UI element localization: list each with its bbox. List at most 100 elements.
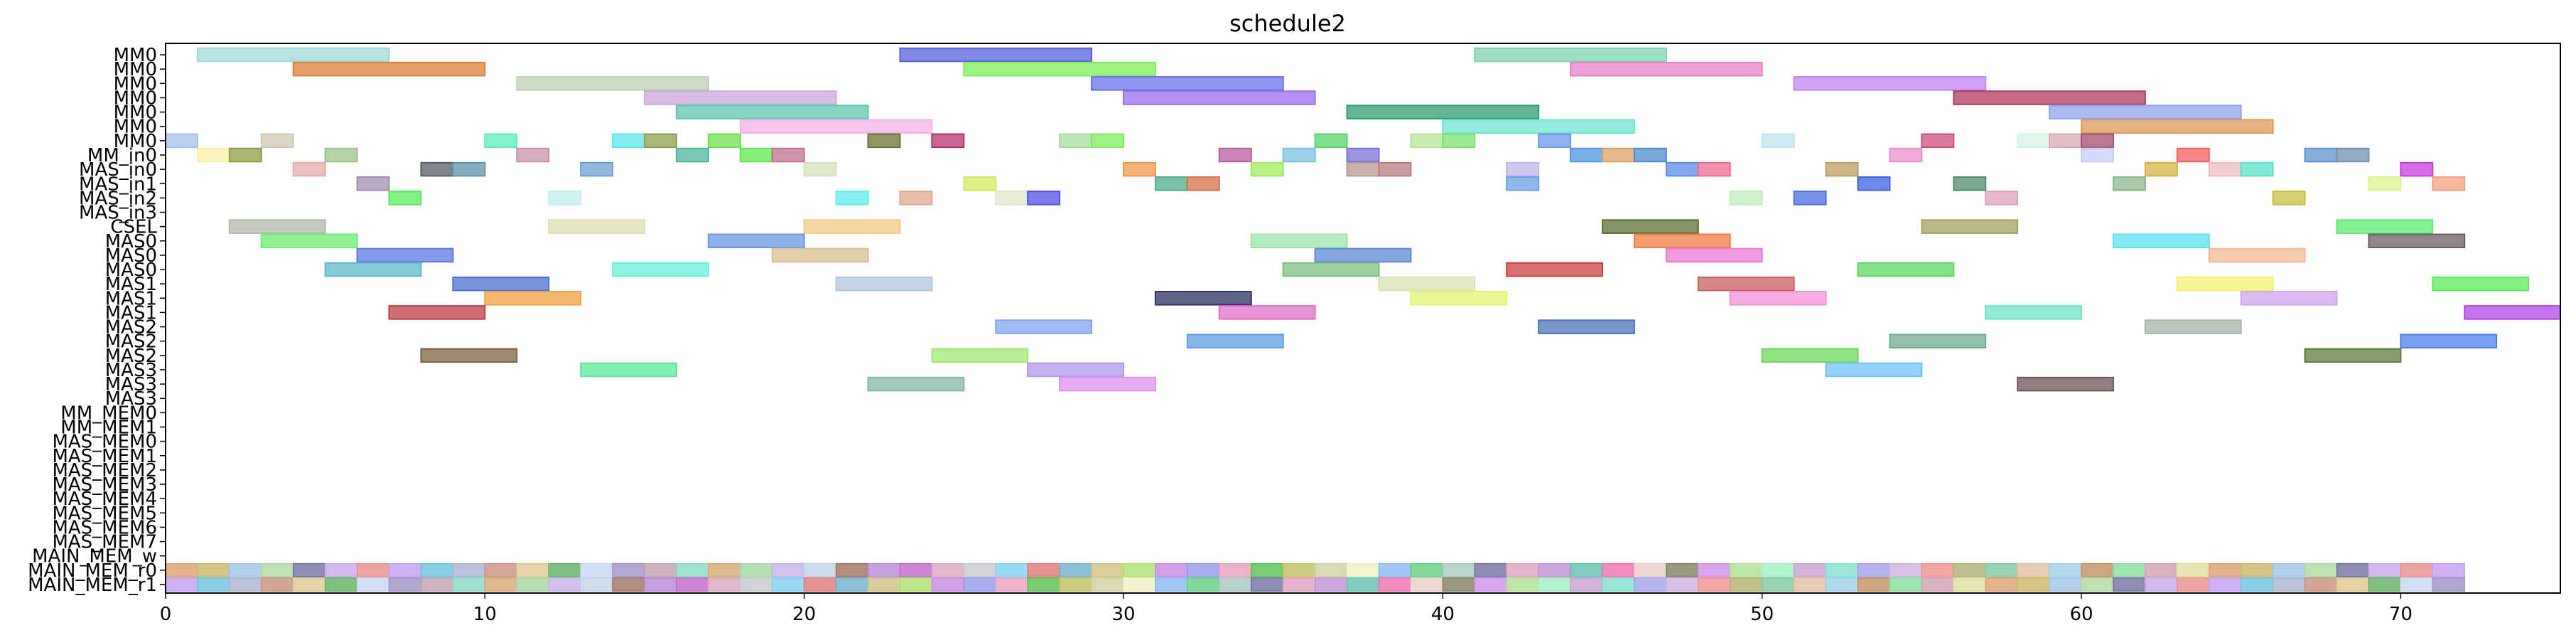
gantt-bar — [356, 247, 454, 263]
gantt-bar — [2432, 176, 2466, 191]
memory-bar — [292, 562, 326, 577]
memory-bar — [452, 562, 486, 577]
memory-bar — [771, 577, 805, 592]
gantt-bar — [1729, 291, 1827, 306]
memory-bar — [1282, 577, 1316, 592]
x-tick-label: 60 — [2069, 604, 2093, 625]
memory-bar — [1314, 562, 1348, 577]
y-tick-label: MAS2 — [105, 346, 157, 367]
gantt-bar — [1346, 147, 1380, 163]
memory-bar — [197, 577, 230, 592]
gantt-bar — [803, 161, 837, 177]
gantt-bar — [196, 147, 230, 163]
memory-bar — [1985, 577, 2018, 592]
gantt-bar — [995, 191, 1029, 206]
y-tick-label: MAS_MEM7 — [52, 532, 157, 553]
gantt-bar — [2081, 147, 2114, 163]
memory-bar — [1506, 577, 1539, 592]
memory-bar — [2368, 577, 2402, 592]
gantt-bar — [1250, 233, 1348, 249]
gantt-bar — [1059, 133, 1093, 149]
memory-bar — [1346, 577, 1380, 592]
y-tick-label: MAS_MEM1 — [52, 446, 157, 467]
memory-bar — [2177, 577, 2210, 592]
gantt-bar — [1154, 291, 1252, 306]
memory-bar — [963, 562, 997, 577]
memory-bar — [2017, 577, 2050, 592]
memory-bar — [2208, 577, 2242, 592]
gantt-bar — [324, 147, 358, 163]
y-tick-label: MAS_in1 — [79, 174, 157, 195]
gantt-bar — [2176, 276, 2274, 292]
gantt-bar — [1953, 176, 1987, 191]
memory-bar — [1474, 577, 1507, 592]
gantt-bar — [1825, 362, 1923, 378]
memory-bar — [1250, 562, 1284, 577]
memory-bar — [1123, 562, 1156, 577]
memory-bar — [1634, 577, 1667, 592]
gantt-bar — [2240, 161, 2274, 177]
memory-bar — [420, 577, 454, 592]
memory-bar — [2400, 562, 2434, 577]
y-tick-label: MM_MEM0 — [60, 402, 157, 424]
x-tick-label: 30 — [1111, 604, 1135, 625]
memory-bar — [324, 562, 358, 577]
memory-bar — [771, 562, 805, 577]
memory-bar — [580, 562, 613, 577]
y-tick-label: MAS0 — [105, 245, 157, 267]
memory-bar — [2240, 562, 2274, 577]
gantt-bar — [292, 61, 486, 77]
memory-bar — [548, 562, 581, 577]
gantt-bar — [1218, 305, 1316, 320]
memory-bar — [1538, 562, 1571, 577]
gantt-bar — [963, 176, 997, 191]
gantt-bar — [899, 47, 1093, 63]
gantt-bar — [388, 191, 422, 206]
memory-bar — [1825, 562, 1859, 577]
memory-bar — [1219, 562, 1252, 577]
memory-bar — [899, 577, 933, 592]
memory-bar — [612, 562, 645, 577]
gantt-bar — [2240, 291, 2338, 306]
memory-bar — [1729, 562, 1763, 577]
memory-bar — [1378, 562, 1412, 577]
gantt-bar — [1697, 161, 1731, 177]
gantt-bar — [1889, 334, 1987, 348]
memory-bar — [229, 577, 262, 592]
y-tick-label: MAS_MEM2 — [52, 460, 157, 481]
gantt-bar — [1154, 176, 1188, 191]
memory-bar — [644, 577, 677, 592]
gantt-bar — [2208, 161, 2242, 177]
memory-bar — [2368, 562, 2402, 577]
memory-bar — [867, 562, 901, 577]
memory-bar — [1602, 562, 1635, 577]
y-tick-label: MAS0 — [105, 260, 157, 281]
gantt-bar — [420, 348, 518, 363]
memory-bar — [1027, 577, 1060, 592]
gantt-bar — [2272, 191, 2306, 206]
memory-bar — [1793, 577, 1827, 592]
x-tick-label: 40 — [1431, 604, 1455, 625]
memory-bar — [708, 577, 741, 592]
memory-bar — [1825, 577, 1859, 592]
memory-bar — [516, 577, 549, 592]
memory-bar — [2272, 562, 2306, 577]
gantt-bar — [1825, 161, 1859, 177]
memory-bar — [1442, 562, 1476, 577]
gantt-bar — [1985, 305, 2082, 320]
gantt-bar — [2432, 276, 2530, 292]
memory-bar — [1059, 562, 1092, 577]
memory-bar — [1729, 577, 1763, 592]
memory-bar — [2049, 562, 2082, 577]
memory-bar — [1698, 562, 1731, 577]
gantt-bar — [644, 90, 837, 105]
gantt-bar — [2368, 176, 2402, 191]
gantt-bar — [1442, 133, 1476, 149]
gantt-bar — [2049, 133, 2082, 149]
y-tick-label: MAS_MEM0 — [52, 432, 157, 453]
memory-bar — [899, 562, 933, 577]
gantt-bar — [771, 247, 869, 263]
gantt-bar — [1059, 376, 1156, 392]
memory-bar — [708, 562, 741, 577]
